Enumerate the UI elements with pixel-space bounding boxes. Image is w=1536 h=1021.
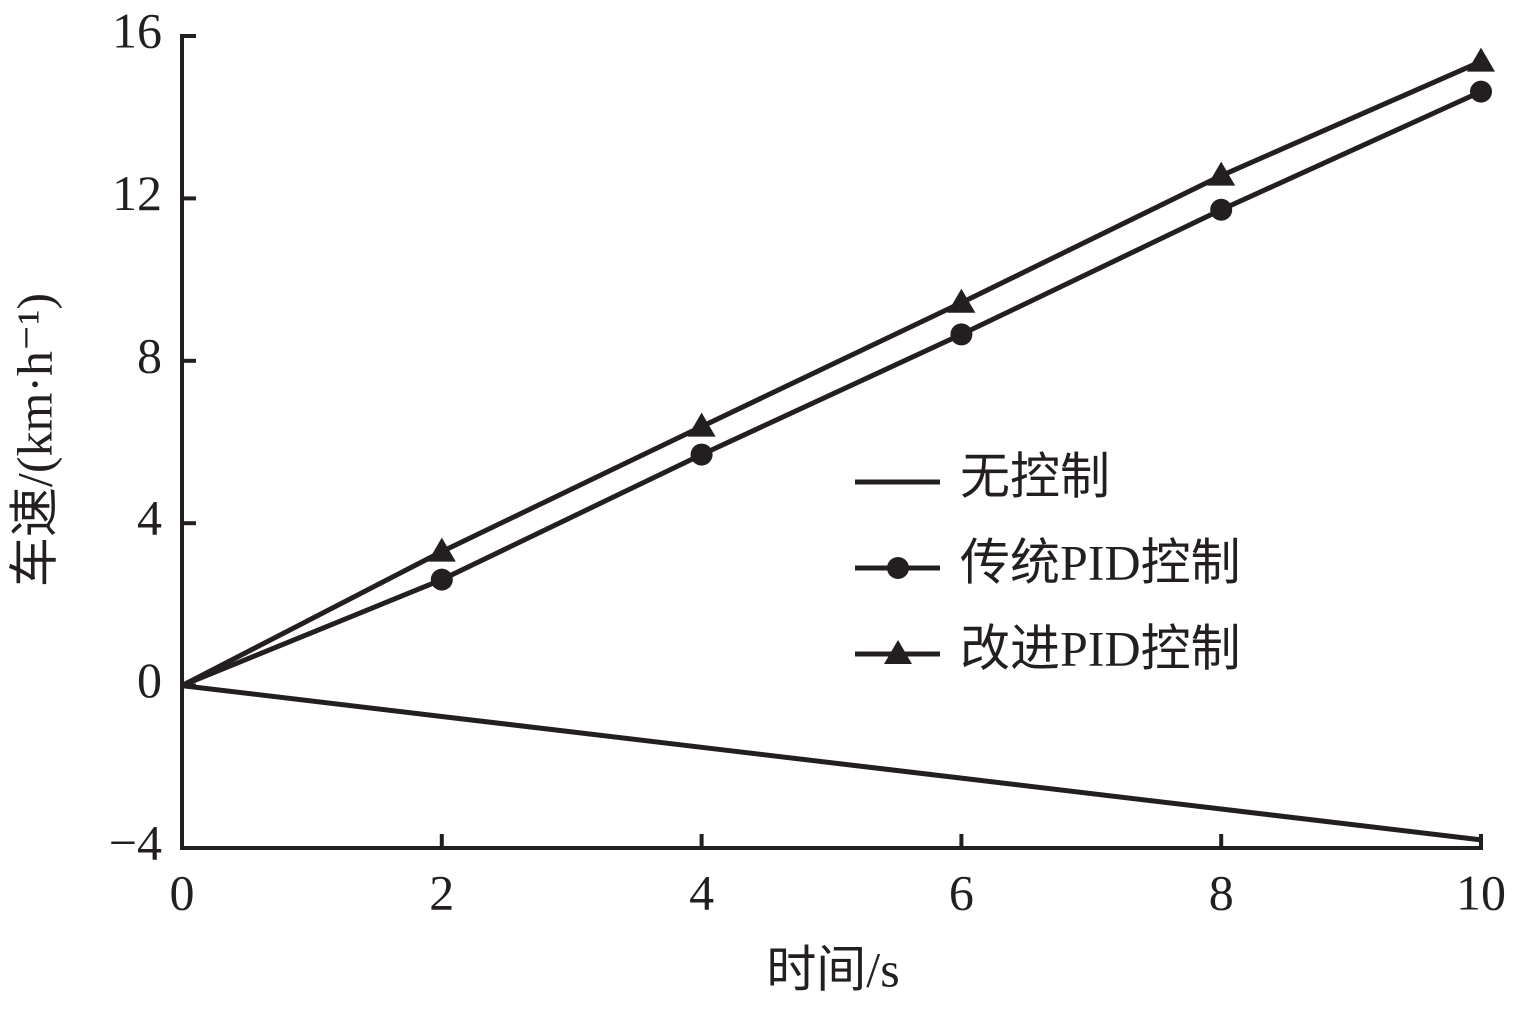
x-tick-label: 10 [1456, 864, 1506, 920]
data-point [947, 288, 976, 313]
data-point [1210, 198, 1233, 221]
x-tick-label: 6 [949, 864, 974, 920]
x-tick-label: 2 [429, 864, 454, 920]
legend-label: 无控制 [960, 448, 1110, 504]
legend-label: 传统PID控制 [960, 534, 1241, 590]
data-point [1207, 161, 1236, 186]
legend-marker [884, 640, 912, 664]
legend-marker [887, 557, 909, 579]
data-point [950, 323, 973, 346]
x-tick-label: 0 [170, 864, 195, 920]
y-tick-label: 0 [137, 652, 162, 708]
x-tick-label: 8 [1209, 864, 1234, 920]
y-tick-label: 4 [137, 490, 162, 546]
data-point [687, 412, 716, 437]
data-point [1470, 80, 1492, 103]
y-tick-label: −4 [109, 814, 162, 870]
series-line [180, 59, 1483, 688]
series-line [181, 683, 1482, 843]
x-tick-label: 4 [689, 864, 714, 920]
y-axis-label: 车速/(km·h⁻¹) [6, 293, 62, 587]
y-tick-label: 8 [137, 327, 162, 383]
legend-label: 改进PID控制 [960, 620, 1241, 676]
series-line [181, 89, 1483, 688]
y-tick-label: 12 [112, 165, 162, 221]
data-point [430, 568, 453, 591]
x-axis-label: 时间/s [766, 941, 899, 997]
data-point [427, 537, 456, 562]
data-point [690, 443, 713, 466]
data-point [1467, 47, 1495, 72]
y-tick-label: 16 [112, 2, 162, 58]
